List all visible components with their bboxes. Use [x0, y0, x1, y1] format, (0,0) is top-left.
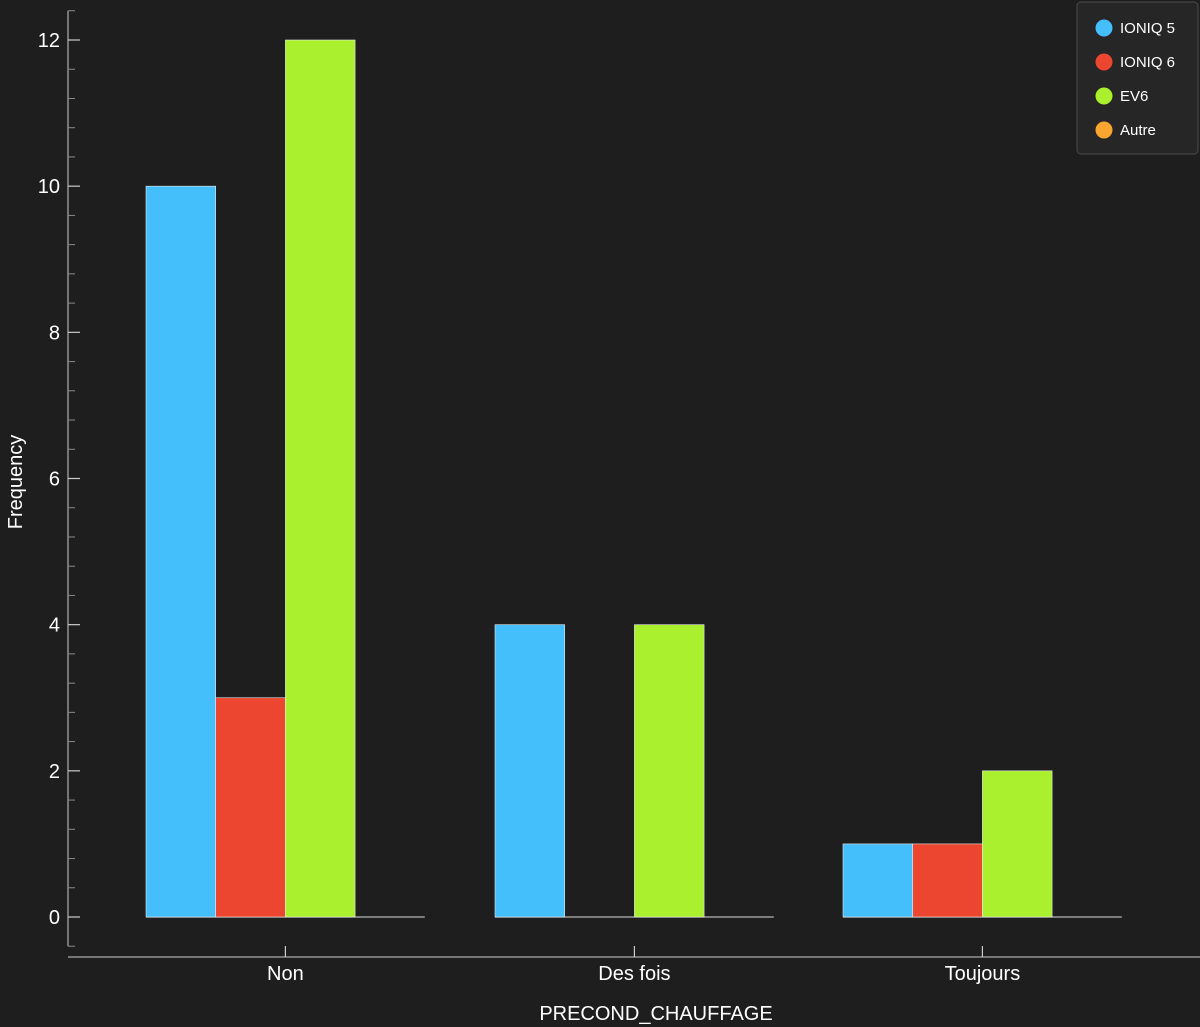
x-tick-label: Toujours: [945, 963, 1021, 985]
bar: [842, 843, 913, 918]
legend: IONIQ 5 IONIQ 6 EV6 Autre: [1076, 1, 1199, 155]
legend-marker: [1095, 53, 1113, 71]
bar: [912, 843, 983, 918]
bar: [215, 697, 286, 918]
x-axis: Non Des fois Toujours: [68, 946, 1200, 985]
x-tick-label: Non: [267, 963, 304, 985]
legend-marker: [1095, 121, 1113, 139]
legend-label: Autre: [1120, 122, 1156, 139]
bar: [285, 39, 356, 918]
bars: [145, 39, 1122, 918]
y-tick-label: 4: [49, 615, 60, 637]
bar: [145, 185, 216, 918]
y-tick-label: 10: [38, 176, 60, 198]
legend-label: EV6: [1120, 88, 1148, 105]
y-axis-title: Frequency: [5, 435, 27, 530]
x-axis-title: PRECOND_CHAUFFAGE: [539, 1003, 772, 1025]
y-tick-label: 6: [49, 469, 60, 491]
legend-marker: [1095, 19, 1113, 37]
bar: [494, 624, 565, 918]
y-axis: 0 2 4 6 8 10 12: [38, 10, 80, 947]
legend-label: IONIQ 6: [1120, 54, 1175, 71]
y-tick-label: 2: [49, 761, 60, 783]
legend-marker: [1095, 87, 1113, 105]
legend-label: IONIQ 5: [1120, 20, 1175, 37]
y-tick-label: 0: [49, 907, 60, 929]
bar: [634, 624, 705, 918]
bar: [982, 770, 1053, 918]
legend-box: [1076, 1, 1199, 155]
y-tick-label: 12: [38, 30, 60, 52]
x-tick-label: Des fois: [598, 963, 670, 985]
y-tick-label: 8: [49, 322, 60, 344]
